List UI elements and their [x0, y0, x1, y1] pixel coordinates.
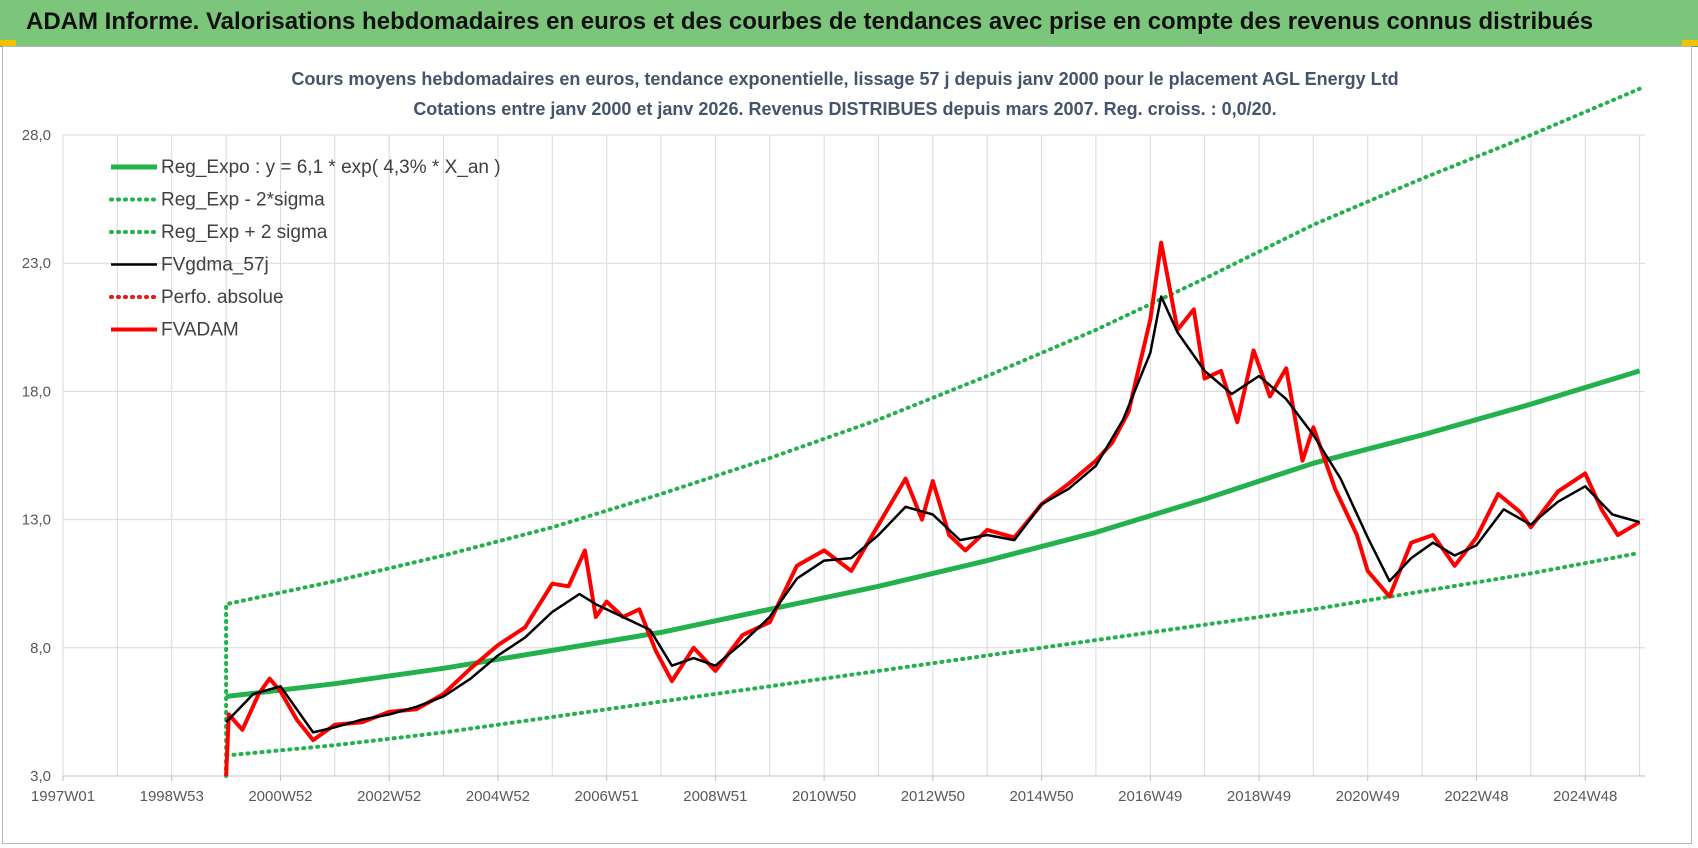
- page-title: ADAM Informe. Valorisations hebdomadaire…: [26, 8, 1594, 35]
- chart-svg: Cours moyens hebdomadaires en euros, ten…: [22, 69, 1645, 805]
- x-tick-label: 2000W52: [248, 788, 312, 805]
- x-tick-label: 2004W52: [466, 788, 530, 805]
- x-tick-label: 1998W53: [140, 788, 204, 805]
- series-line-5: [224, 240, 1641, 777]
- x-tick-label: 2020W49: [1336, 788, 1400, 805]
- corner-marker-right: [1682, 40, 1698, 46]
- y-tick-label: 13,0: [22, 512, 51, 529]
- x-tick-label: 2006W51: [575, 788, 639, 805]
- series-line-3: [225, 295, 1640, 734]
- y-tick-label: 8,0: [30, 640, 51, 657]
- y-tick-label: 3,0: [30, 768, 51, 785]
- x-tick-label: 2024W48: [1553, 788, 1617, 805]
- y-tick-label: 23,0: [22, 255, 51, 272]
- legend-label-4: Perfo. absolue: [161, 287, 284, 308]
- legend-label-3: FVgdma_57j: [161, 255, 269, 276]
- series-line-2: [224, 86, 1642, 778]
- legend: Reg_Expo : y = 6,1 * exp( 4,3% * X_an ) R…: [109, 157, 501, 341]
- chart-subtitle: Cotations entre janv 2000 et janv 2026. …: [413, 99, 1276, 119]
- x-tick-label: 2008W51: [683, 788, 747, 805]
- chart-frame: Cours moyens hebdomadaires en euros, ten…: [2, 46, 1692, 844]
- y-tick-label: 18,0: [22, 383, 51, 400]
- legend-label-0: Reg_Expo : y = 6,1 * exp( 4,3% * X_an ): [161, 157, 501, 178]
- x-tick-label: 2022W48: [1444, 788, 1508, 805]
- x-tick-label: 2018W49: [1227, 788, 1291, 805]
- series-layer: [224, 86, 1642, 778]
- legend-label-1: Reg_Exp - 2*sigma: [161, 190, 325, 211]
- x-tick-label: 1997W01: [31, 788, 95, 805]
- x-tick-label: 2016W49: [1118, 788, 1182, 805]
- x-tick-label: 2014W50: [1009, 788, 1073, 805]
- header-banner: ADAM Informe. Valorisations hebdomadaire…: [0, 0, 1698, 47]
- x-tick-label: 2002W52: [357, 788, 421, 805]
- chart-title: Cours moyens hebdomadaires en euros, ten…: [291, 69, 1398, 89]
- axes: 3,0 8,0 13,0 18,0 23,0 28,0 1997W01 1998W53 2000…: [22, 127, 1645, 805]
- x-tick-label: 2012W50: [901, 788, 965, 805]
- corner-marker-left: [0, 40, 16, 46]
- series-line-0: [225, 368, 1641, 699]
- legend-label-5: FVADAM: [161, 320, 239, 341]
- legend-label-2: Reg_Exp + 2 sigma: [161, 222, 328, 243]
- x-tick-label: 2010W50: [792, 788, 856, 805]
- y-tick-label: 28,0: [22, 127, 51, 144]
- series-line-1: [224, 550, 1642, 778]
